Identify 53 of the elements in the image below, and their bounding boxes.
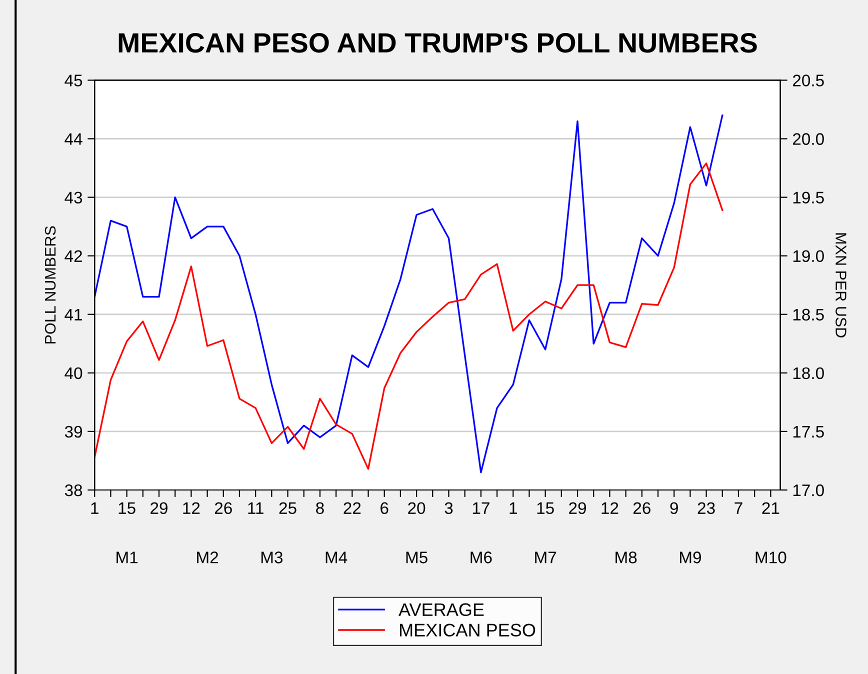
legend-label: AVERAGE [398, 603, 484, 616]
x-tick-label: 15 [537, 502, 554, 514]
text: M9 [680, 552, 701, 564]
y-tick-label: 43 [64, 192, 82, 204]
text: M4 [326, 552, 348, 564]
x-tick-label: 26 [633, 502, 650, 514]
x-tick-label: 9 [670, 502, 678, 514]
x-tick-label: 12 [602, 502, 618, 514]
y-tick-label: 44 [64, 133, 82, 145]
legend-label: MEXICAN PESO [400, 624, 536, 636]
x-tick-label: 26 [214, 502, 232, 514]
y2-tick-label: 17.0 [793, 484, 824, 496]
x-tick-label: 23 [698, 502, 715, 514]
x-tick-label: 29 [569, 502, 586, 514]
x-tick-label: 1 [91, 502, 98, 514]
x-tick-label: 6 [380, 502, 388, 514]
y2-tick-label: 20.0 [792, 133, 824, 145]
x-tick-label: 7 [734, 502, 742, 514]
text: M1 [116, 552, 138, 564]
text: M2 [197, 552, 218, 564]
y2-axis-title: MXN PER USD [836, 233, 846, 338]
y-tick-label: 42 [64, 250, 82, 262]
x-tick-label: 21 [762, 502, 780, 514]
text: M3 [261, 552, 283, 564]
y2-tick-label: 19.5 [793, 192, 824, 204]
x-tick-label: 17 [472, 502, 490, 514]
y-tick-label: 38 [64, 484, 82, 496]
y2-tick-label: 18.0 [793, 367, 824, 380]
y-tick-label: 39 [64, 426, 82, 438]
x-tick-label: 11 [248, 502, 264, 514]
x-tick-label: 29 [150, 502, 168, 514]
y2-tick-label: 19.0 [793, 250, 824, 262]
x-tick-label: 22 [344, 502, 361, 514]
x-tick-label: 20 [408, 502, 426, 514]
y-tick-label: 40 [64, 367, 82, 380]
x-tick-label: 25 [279, 502, 296, 514]
x-tick-label: 1 [510, 502, 517, 514]
chart-title: MEXICAN PESO AND TRUMP'S POLL NUMBERS [118, 33, 757, 53]
text: M10 [756, 552, 786, 564]
x-tick-label: 15 [118, 502, 136, 514]
text: M5 [406, 552, 428, 564]
text: M8 [616, 552, 637, 564]
y-axis-title: POLL NUMBERS [44, 226, 56, 344]
x-tick-label: 3 [444, 502, 453, 514]
text: M6 [470, 552, 492, 564]
text: M7 [535, 552, 556, 564]
y2-tick-label: 18.5 [793, 308, 824, 321]
y-tick-label: 41 [64, 308, 82, 320]
y-tick-label: 45 [64, 74, 82, 86]
x-tick-label: 12 [183, 502, 200, 514]
y2-tick-label: 20.5 [792, 74, 824, 86]
y2-tick-label: 17.5 [793, 426, 824, 438]
x-tick-label: 8 [316, 502, 324, 514]
